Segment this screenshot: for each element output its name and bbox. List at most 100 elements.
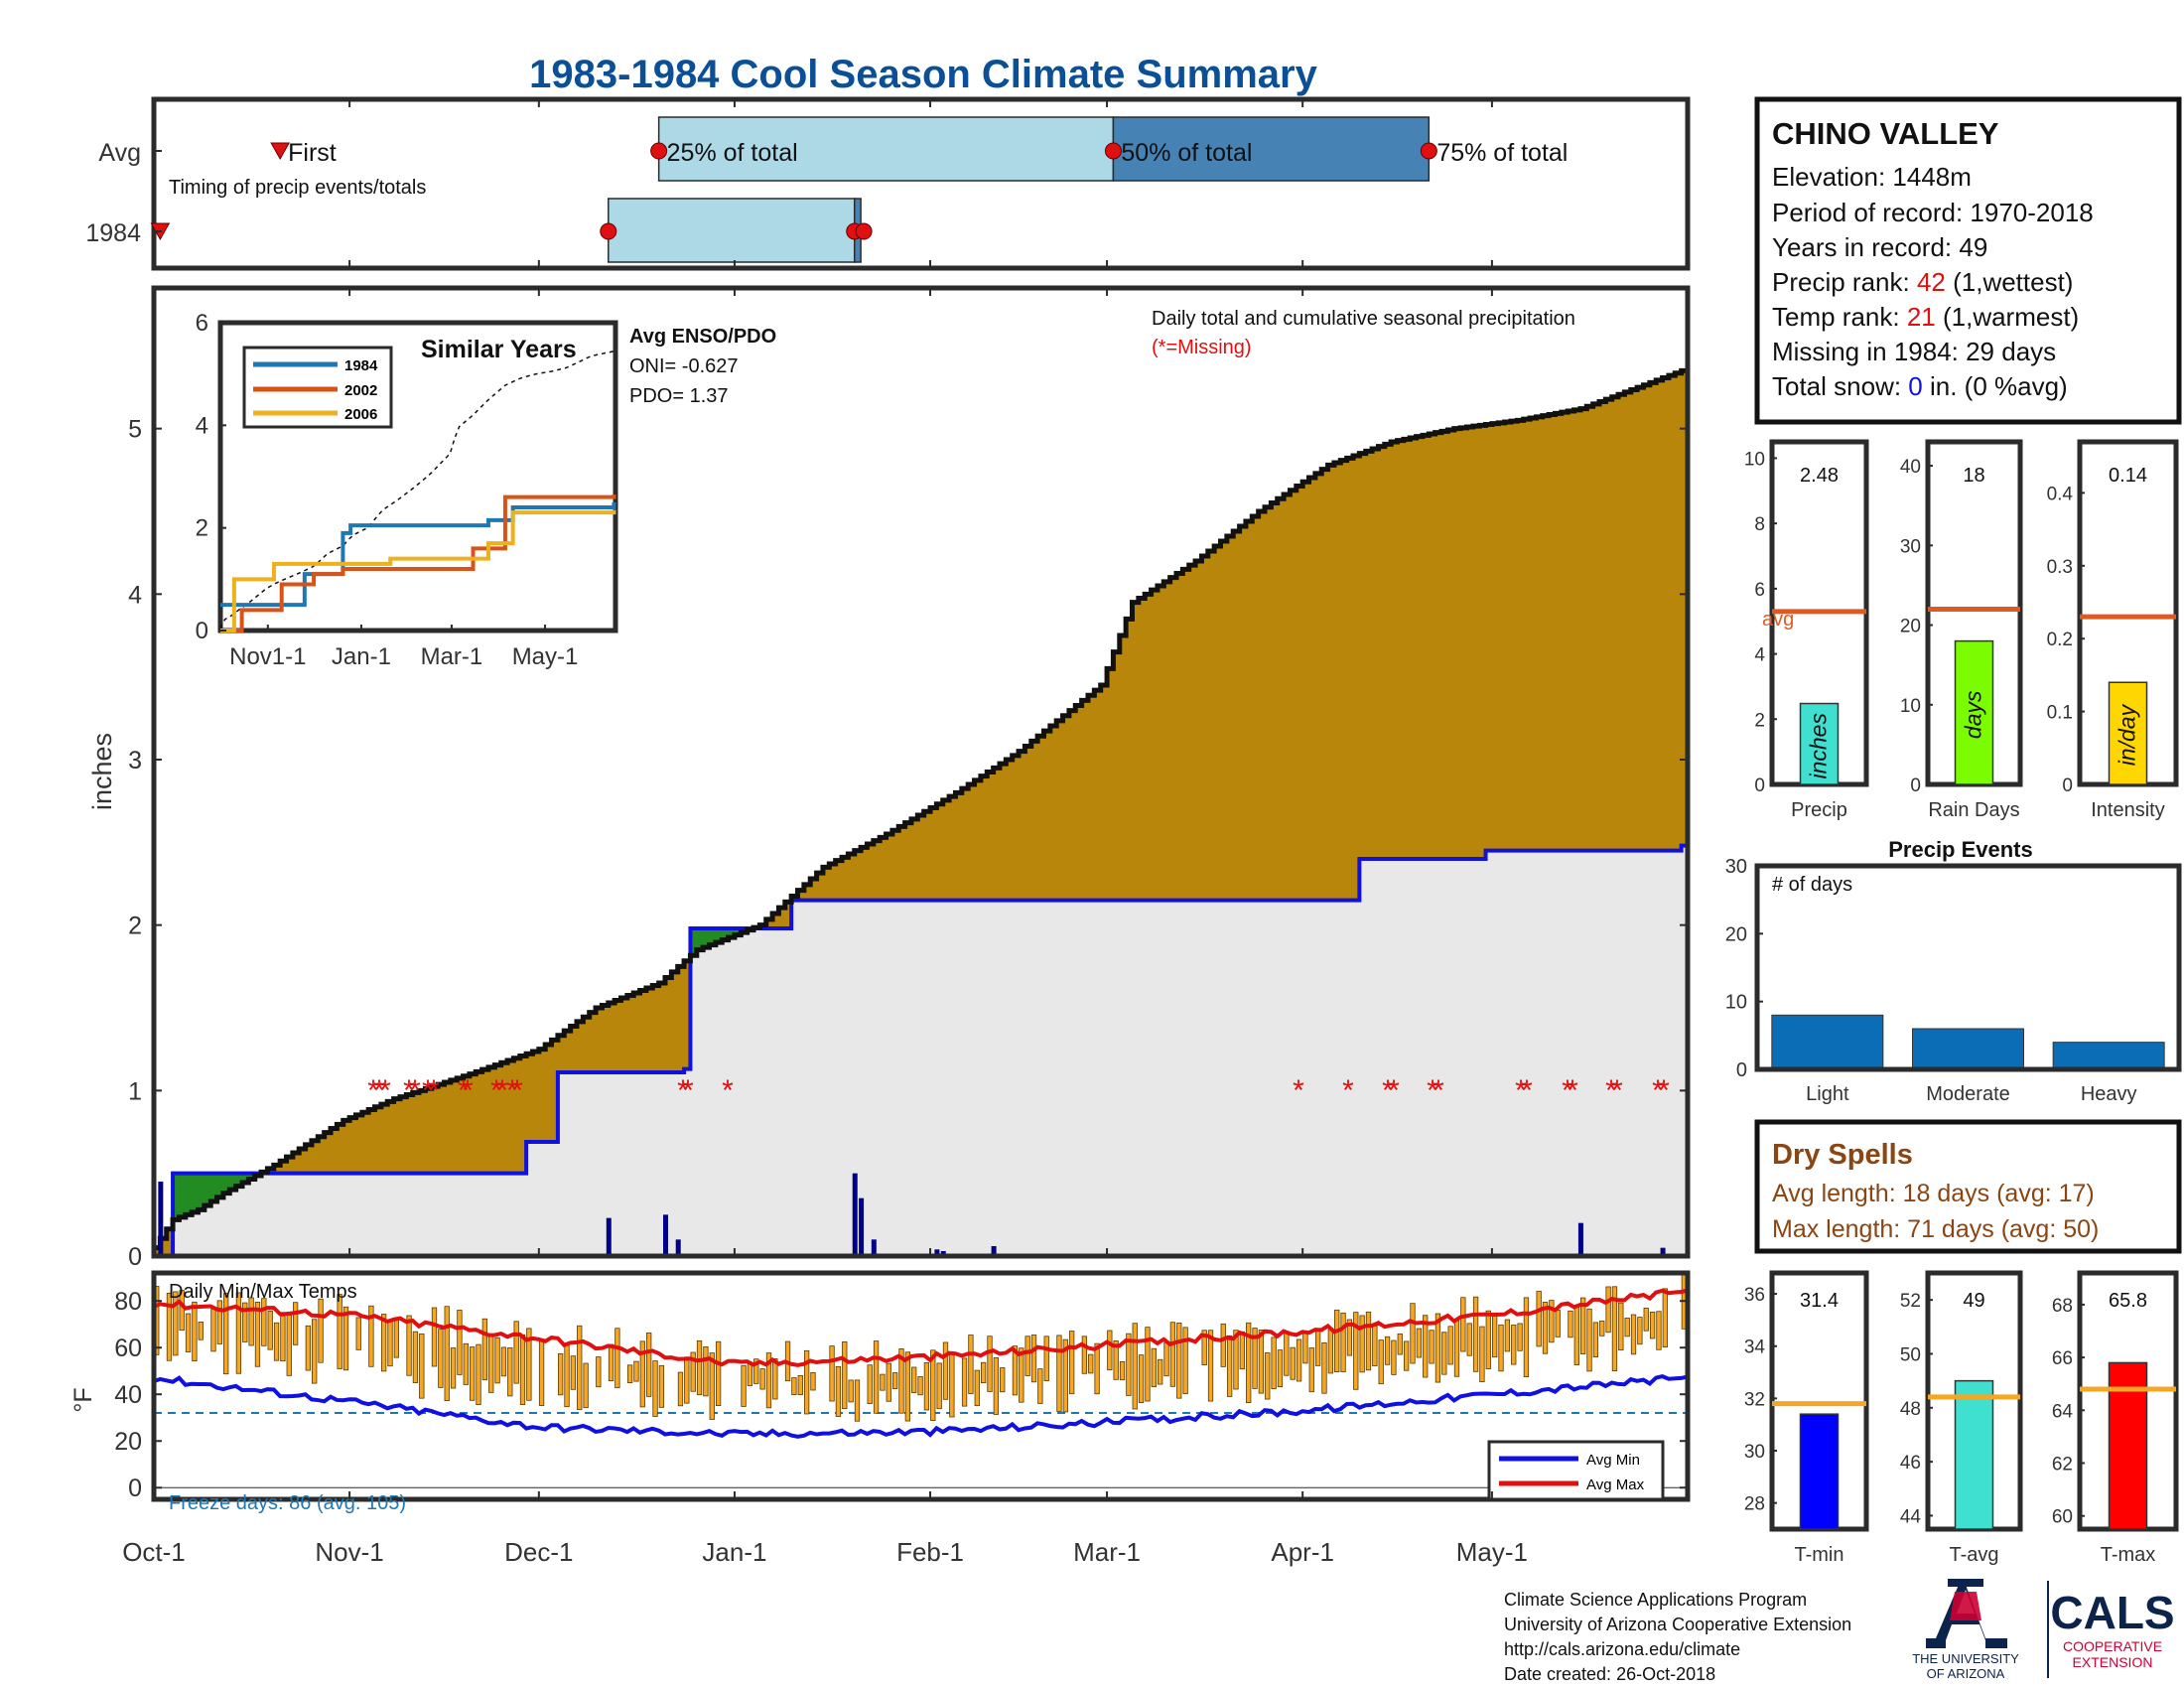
temps-legend: Avg Min Avg Max xyxy=(1487,1440,1665,1501)
daily-temp-bar xyxy=(614,1328,620,1389)
date-tick-label: Nov-1 xyxy=(315,1537,383,1567)
inset-series-1984 xyxy=(220,501,616,608)
daily-temp-bar xyxy=(1618,1302,1624,1351)
precip-y-tick-label: 0 xyxy=(128,1243,142,1271)
daily-temp-bar xyxy=(267,1311,273,1350)
raindays-y-tick-label: 20 xyxy=(1900,617,1921,637)
daily-temp-bar xyxy=(337,1294,342,1369)
daily-temp-bar xyxy=(387,1321,393,1367)
avg-q25-marker xyxy=(650,142,668,160)
daily-temp-bar xyxy=(280,1315,286,1362)
daily-temp-bar xyxy=(1542,1302,1549,1354)
precip-y-tick-label: 3 xyxy=(128,747,142,774)
daily-temp-bar xyxy=(192,1301,198,1362)
raindays-unit: days xyxy=(1961,690,1986,739)
daily-temp-bar xyxy=(419,1333,425,1399)
daily-temp-bar xyxy=(791,1377,797,1395)
daily-temp-bar xyxy=(842,1340,848,1409)
avg-q50-marker xyxy=(1104,142,1122,160)
inset-legend-2006: 2006 xyxy=(344,406,377,423)
daily-temp-bar xyxy=(715,1340,722,1406)
missing-day-marker: * xyxy=(1521,1074,1533,1107)
daily-temp-bar xyxy=(917,1376,923,1396)
daily-temp-bar xyxy=(494,1336,500,1384)
tmin-y-tick-label: 28 xyxy=(1744,1494,1765,1515)
daily-temp-bar xyxy=(658,1364,665,1408)
precip-avg-text: avg xyxy=(1762,609,1794,631)
daily-temp-bar xyxy=(1416,1328,1423,1358)
tmin-value-bar xyxy=(1799,1413,1840,1530)
missing-day-marker: * xyxy=(1562,1074,1573,1107)
timing-row-avg: Avg xyxy=(98,139,141,167)
daily-temp-bar xyxy=(1069,1331,1075,1395)
raindays-y-tick-label: 30 xyxy=(1900,536,1921,557)
daily-temp-bar xyxy=(911,1366,917,1393)
daily-temp-bar xyxy=(173,1291,179,1356)
ua-line1: THE UNIVERSITY xyxy=(1912,1651,2019,1666)
events-y-tick-label: 20 xyxy=(1725,923,1747,945)
daily-temp-bar xyxy=(936,1362,942,1410)
date-tick-label: Oct-1 xyxy=(122,1537,186,1567)
daily-temp-bar xyxy=(538,1338,545,1406)
tavg-y-tick-label: 50 xyxy=(1900,1344,1921,1365)
daily-temp-bar xyxy=(696,1339,703,1396)
daily-temp-bar xyxy=(1586,1308,1592,1372)
missing-day-marker: * xyxy=(462,1074,474,1107)
precip-y-tick-label: 4 xyxy=(128,581,142,609)
missing-day-marker: * xyxy=(428,1074,440,1107)
daily-precip-bar xyxy=(871,1239,877,1256)
daily-temp-bar xyxy=(1662,1288,1668,1348)
tmin-y-tick-label: 32 xyxy=(1744,1389,1765,1410)
date-tick-label: Mar-1 xyxy=(1073,1537,1141,1567)
intensity-y-tick-label: 0.4 xyxy=(2047,484,2074,504)
daily-temp-bar xyxy=(1573,1306,1579,1365)
daily-temp-bar xyxy=(1226,1335,1233,1397)
precip-y-tick-label: 10 xyxy=(1744,449,1765,470)
year-q25-marker xyxy=(600,222,617,240)
cumulative-precip-line xyxy=(154,367,1688,1251)
daily-temp-bar xyxy=(797,1374,803,1395)
daily-temp-bar xyxy=(500,1346,507,1377)
daily-precip-bar xyxy=(1577,1222,1583,1256)
daily-temp-bar xyxy=(406,1315,412,1376)
timing-q75-label: 75% of total xyxy=(1436,139,1568,167)
inset-title: Similar Years xyxy=(421,336,577,363)
daily-temp-bar xyxy=(1637,1317,1643,1345)
missing-day-marker: * xyxy=(403,1074,415,1107)
footer-line1: Climate Science Applications Program xyxy=(1504,1590,1807,1610)
daily-temp-bar xyxy=(457,1310,463,1375)
tmax-y-tick-label: 62 xyxy=(2052,1455,2073,1476)
temp-y-tick-label: 60 xyxy=(114,1335,142,1362)
daily-temp-bar xyxy=(1277,1349,1284,1388)
raindays-y-tick-label: 0 xyxy=(1910,775,1921,796)
daily-temp-bar xyxy=(968,1335,974,1394)
daily-temp-bar xyxy=(179,1290,185,1332)
daily-temp-bar xyxy=(1429,1330,1434,1364)
daily-temp-bar xyxy=(223,1293,229,1375)
raindays-y-tick-label: 40 xyxy=(1900,457,1921,478)
temp-y-tick-label: 0 xyxy=(128,1475,142,1502)
daily-temp-bar xyxy=(854,1379,861,1422)
tavg-y-tick-label: 52 xyxy=(1900,1291,1921,1312)
daily-temp-bar xyxy=(216,1300,222,1344)
tmax-y-tick-label: 60 xyxy=(2052,1507,2073,1528)
daily-temp-bar xyxy=(1555,1310,1561,1337)
tmin-axis-label: T-min xyxy=(1795,1544,1844,1566)
daily-temp-bar xyxy=(747,1363,753,1386)
daily-temp-bar xyxy=(248,1297,254,1346)
daily-temp-bar xyxy=(1220,1323,1226,1367)
daily-temp-bar xyxy=(166,1292,173,1361)
daily-temp-bar xyxy=(286,1314,292,1376)
daily-temp-bar xyxy=(261,1298,267,1346)
daily-temp-bar xyxy=(923,1362,930,1411)
daily-temp-bar xyxy=(1372,1325,1378,1366)
inset-legend-2002: 2002 xyxy=(344,382,377,399)
daily-temp-bar xyxy=(898,1348,904,1414)
daily-temp-bar xyxy=(765,1352,772,1409)
daily-temp-bar xyxy=(558,1352,564,1396)
footer-line2: University of Arizona Cooperative Extens… xyxy=(1504,1615,1851,1634)
daily-temp-bar xyxy=(803,1349,810,1415)
daily-temp-bar xyxy=(993,1357,1000,1415)
event-category-label: Moderate xyxy=(1926,1083,2010,1105)
